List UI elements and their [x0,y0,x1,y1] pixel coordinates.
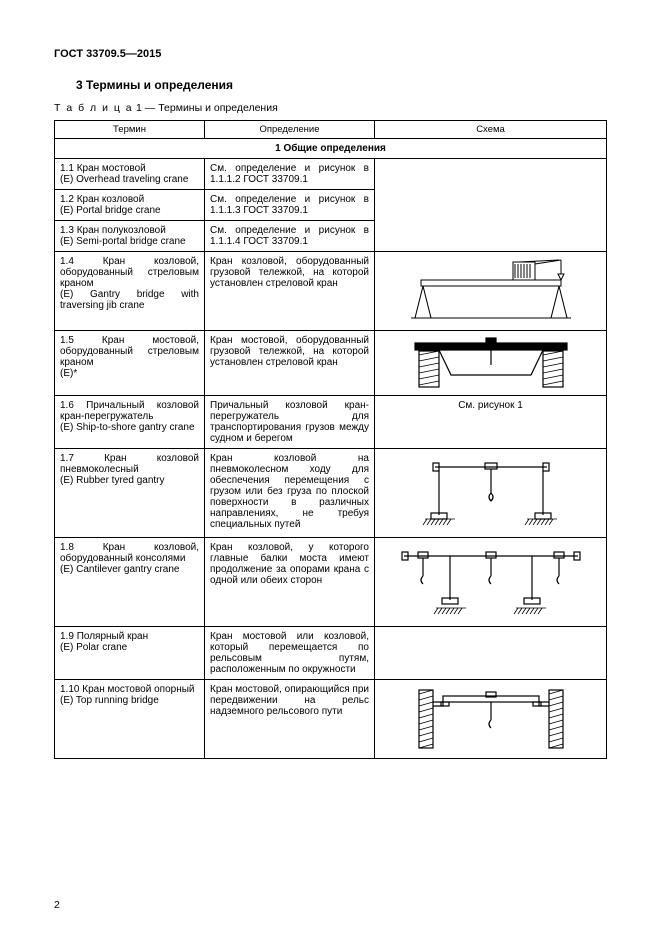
term-en: (E) Gantry bridge with traversing jib cr… [60,289,199,311]
figure-cell [375,538,607,627]
definition-cell: Кран козловой, у которого главные балки … [205,538,375,627]
top-running-icon [401,684,581,754]
term-cell: 1.5 Кран мостовой, оборудованный стрелов… [55,331,205,396]
rtg-icon [401,453,581,533]
term-cell: 1.3 Кран полукозловой (E) Semi-portal br… [55,221,205,252]
table-row: 1.5 Кран мостовой, оборудованный стрелов… [55,331,607,396]
term-en: (E)* [60,368,199,379]
definition-cell: Кран мостовой или козловой, который пере… [205,627,375,680]
term-ru: 1.3 Кран полукозловой [60,225,199,236]
term-cell: 1.4 Кран козловой, оборудованный стрелов… [55,252,205,331]
table-header-row: Термин Определение Схема [55,121,607,139]
definition-cell: Причальный козловой кран-перегружатель д… [205,396,375,449]
figure-cell [375,680,607,759]
term-cell: 1.10 Кран мостовой опорный (E) Top runni… [55,680,205,759]
table-caption-rest: 1 — Термины и определения [133,102,278,114]
term-cell: 1.1 Кран мостовой (E) Overhead traveling… [55,159,205,190]
term-en: (E) Semi-portal bridge crane [60,236,199,247]
definition-cell: См. определение и рисунок в 1.1.1.2 ГОСТ… [205,159,375,190]
cantilever-icon [396,542,586,622]
term-ru: 1.10 Кран мостовой опорный [60,684,199,695]
table-row: 1.9 Полярный кран (E) Polar crane Кран м… [55,627,607,680]
term-cell: 1.7 Кран козловой пневмоколесный (E) Rub… [55,449,205,538]
term-ru: 1.2 Кран козловой [60,194,199,205]
table-row: 1.6 Причальный козловой кран-перегружате… [55,396,607,449]
definition-cell: См. определение и рисунок в 1.1.1.3 ГОСТ… [205,190,375,221]
figure-cell [375,331,607,396]
table-caption: Т а б л и ц а 1 — Термины и определения [54,102,607,114]
table-row: 1.8 Кран козловой, оборудованный консоля… [55,538,607,627]
term-ru: 1.6 Причальный козловой кран-перегружате… [60,400,199,422]
term-ru: 1.9 Полярный кран [60,631,199,642]
definition-cell: Кран мостовой, оборудованный грузовой те… [205,331,375,396]
term-en: (E) Rubber tyred gantry [60,475,199,486]
table-row: 1.10 Кран мостовой опорный (E) Top runni… [55,680,607,759]
gantry-jib-icon [401,256,581,326]
table-caption-prefix: Т а б л и ц а [54,102,133,114]
document-id: ГОСТ 33709.5—2015 [54,48,607,60]
term-en: (E) Overhead traveling crane [60,174,199,185]
page-number: 2 [54,899,60,911]
bridge-jib-icon [401,335,581,391]
definition-cell: Кран козловой на пневмоколесном ходу для… [205,449,375,538]
table-row: 1.4 Кран козловой, оборудованный стрелов… [55,252,607,331]
term-ru: 1.4 Кран козловой, оборудованный стрелов… [60,256,199,289]
term-cell: 1.8 Кран козловой, оборудованный консоля… [55,538,205,627]
term-en: (E) Ship-to-shore gantry crane [60,422,199,433]
section-row-label: 1 Общие определения [55,139,607,159]
table-row: 1.7 Кран козловой пневмоколесный (E) Rub… [55,449,607,538]
term-en: (E) Portal bridge crane [60,205,199,216]
term-en: (E) Cantilever gantry crane [60,564,199,575]
term-ru: 1.1 Кран мостовой [60,163,199,174]
term-en: (E) Polar crane [60,642,199,653]
term-en: (E) Top running bridge [60,695,199,706]
figure-cell-empty [375,159,607,252]
term-cell: 1.9 Полярный кран (E) Polar crane [55,627,205,680]
table-row: 1.1 Кран мостовой (E) Overhead traveling… [55,159,607,190]
term-ru: 1.5 Кран мостовой, оборудованный стрелов… [60,335,199,368]
term-cell: 1.6 Причальный козловой кран-перегружате… [55,396,205,449]
definition-cell: Кран мостовой, опирающийся при передвиже… [205,680,375,759]
figure-cell-text: См. рисунок 1 [375,396,607,449]
section-row: 1 Общие определения [55,139,607,159]
header-figure: Схема [375,121,607,139]
figure-cell-empty [375,627,607,680]
page: ГОСТ 33709.5—2015 3 Термины и определени… [0,0,661,935]
header-term: Термин [55,121,205,139]
terms-table: Термин Определение Схема 1 Общие определ… [54,120,607,759]
figure-cell [375,449,607,538]
definition-cell: См. определение и рисунок в 1.1.1.4 ГОСТ… [205,221,375,252]
term-ru: 1.7 Кран козловой пневмоколесный [60,453,199,475]
figure-cell [375,252,607,331]
term-cell: 1.2 Кран козловой (E) Portal bridge cran… [55,190,205,221]
definition-cell: Кран козловой, оборудованный грузовой те… [205,252,375,331]
term-ru: 1.8 Кран козловой, оборудованный консоля… [60,542,199,564]
section-title: 3 Термины и определения [76,78,607,92]
header-definition: Определение [205,121,375,139]
